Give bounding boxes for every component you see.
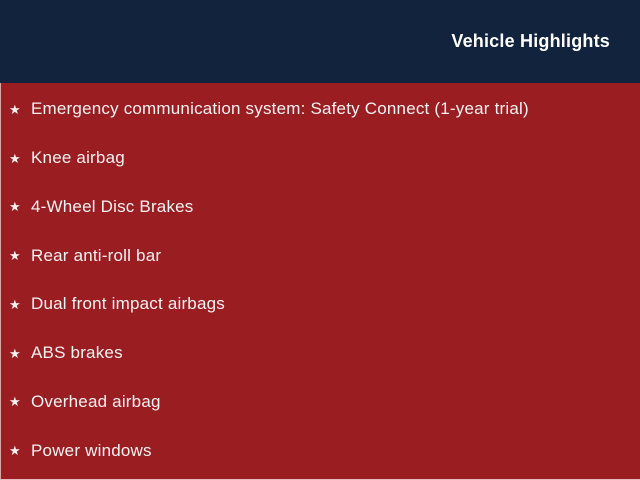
star-icon: ★ — [9, 345, 21, 361]
highlight-label: Knee airbag — [31, 148, 125, 168]
highlight-item: ★ Dual front impact airbags — [1, 294, 640, 314]
highlight-label: Dual front impact airbags — [31, 294, 225, 314]
star-icon: ★ — [9, 443, 21, 459]
highlight-item: ★ Emergency communication system: Safety… — [1, 99, 640, 119]
highlight-item: ★ 4-Wheel Disc Brakes — [1, 197, 640, 217]
highlights-list: ★ Emergency communication system: Safety… — [0, 83, 640, 480]
highlight-item: ★ Overhead airbag — [1, 392, 640, 412]
highlight-label: Overhead airbag — [31, 391, 161, 411]
highlight-item: ★ Power windows — [1, 441, 640, 461]
highlight-label: Power windows — [31, 440, 152, 460]
highlight-label: Rear anti-roll bar — [31, 245, 162, 265]
star-icon: ★ — [9, 248, 21, 264]
highlight-label: ABS brakes — [31, 343, 123, 363]
highlight-label: 4-Wheel Disc Brakes — [31, 196, 194, 216]
star-icon: ★ — [9, 199, 21, 215]
star-icon: ★ — [9, 296, 21, 312]
highlight-item: ★ ABS brakes — [1, 343, 640, 363]
star-icon: ★ — [9, 150, 21, 166]
highlight-item: ★ Knee airbag — [1, 148, 640, 168]
page-title: Vehicle Highlights — [451, 31, 610, 51]
header-bar: Vehicle Highlights — [0, 0, 640, 83]
highlight-label: Emergency communication system: Safety C… — [31, 99, 529, 119]
star-icon: ★ — [9, 101, 21, 117]
highlight-item: ★ Rear anti-roll bar — [1, 246, 640, 266]
star-icon: ★ — [9, 394, 21, 410]
